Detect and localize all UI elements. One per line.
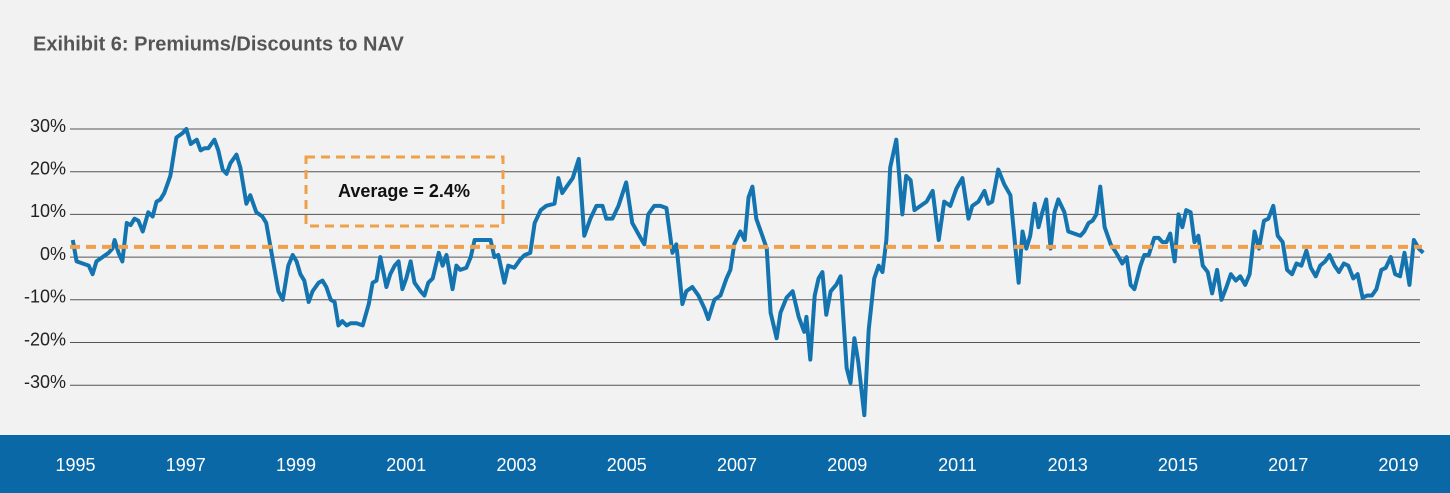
y-tick-label: -30%	[24, 372, 66, 392]
x-tick-label: 1999	[276, 455, 316, 475]
x-tick-label: 2017	[1268, 455, 1308, 475]
x-tick-label: 2009	[827, 455, 867, 475]
x-tick-label: 1997	[166, 455, 206, 475]
plot	[70, 127, 1425, 418]
x-tick-label: 2003	[496, 455, 536, 475]
grid: -30% -20% -10% 0% 10% 20% 30% 1995 1997 1999 2001 2…	[24, 116, 1420, 475]
x-tick-label: 2007	[717, 455, 757, 475]
x-tick-label: 2005	[607, 455, 647, 475]
y-tick-label: -20%	[24, 329, 66, 349]
x-tick-label: 1995	[55, 455, 95, 475]
y-tick-label: 0%	[40, 244, 66, 264]
y-tick-label: 20%	[30, 158, 66, 178]
x-tick-label: 2001	[386, 455, 426, 475]
x-tick-label: 2011	[938, 455, 977, 475]
annotation-box	[304, 155, 505, 228]
y-tick-label: 10%	[30, 201, 66, 221]
data-line	[70, 127, 1425, 418]
x-axis-band	[0, 435, 1450, 493]
x-tick-label: 2015	[1158, 455, 1198, 475]
y-tick-label: 30%	[30, 116, 66, 136]
x-tick-label: 2019	[1378, 455, 1418, 475]
x-tick-label: 2013	[1048, 455, 1088, 475]
annotation: Average = 2.4%	[338, 181, 470, 201]
chart-title: Exihibit 6: Premiums/Discounts to NAV	[33, 33, 404, 55]
y-tick-label: -10%	[24, 287, 66, 307]
